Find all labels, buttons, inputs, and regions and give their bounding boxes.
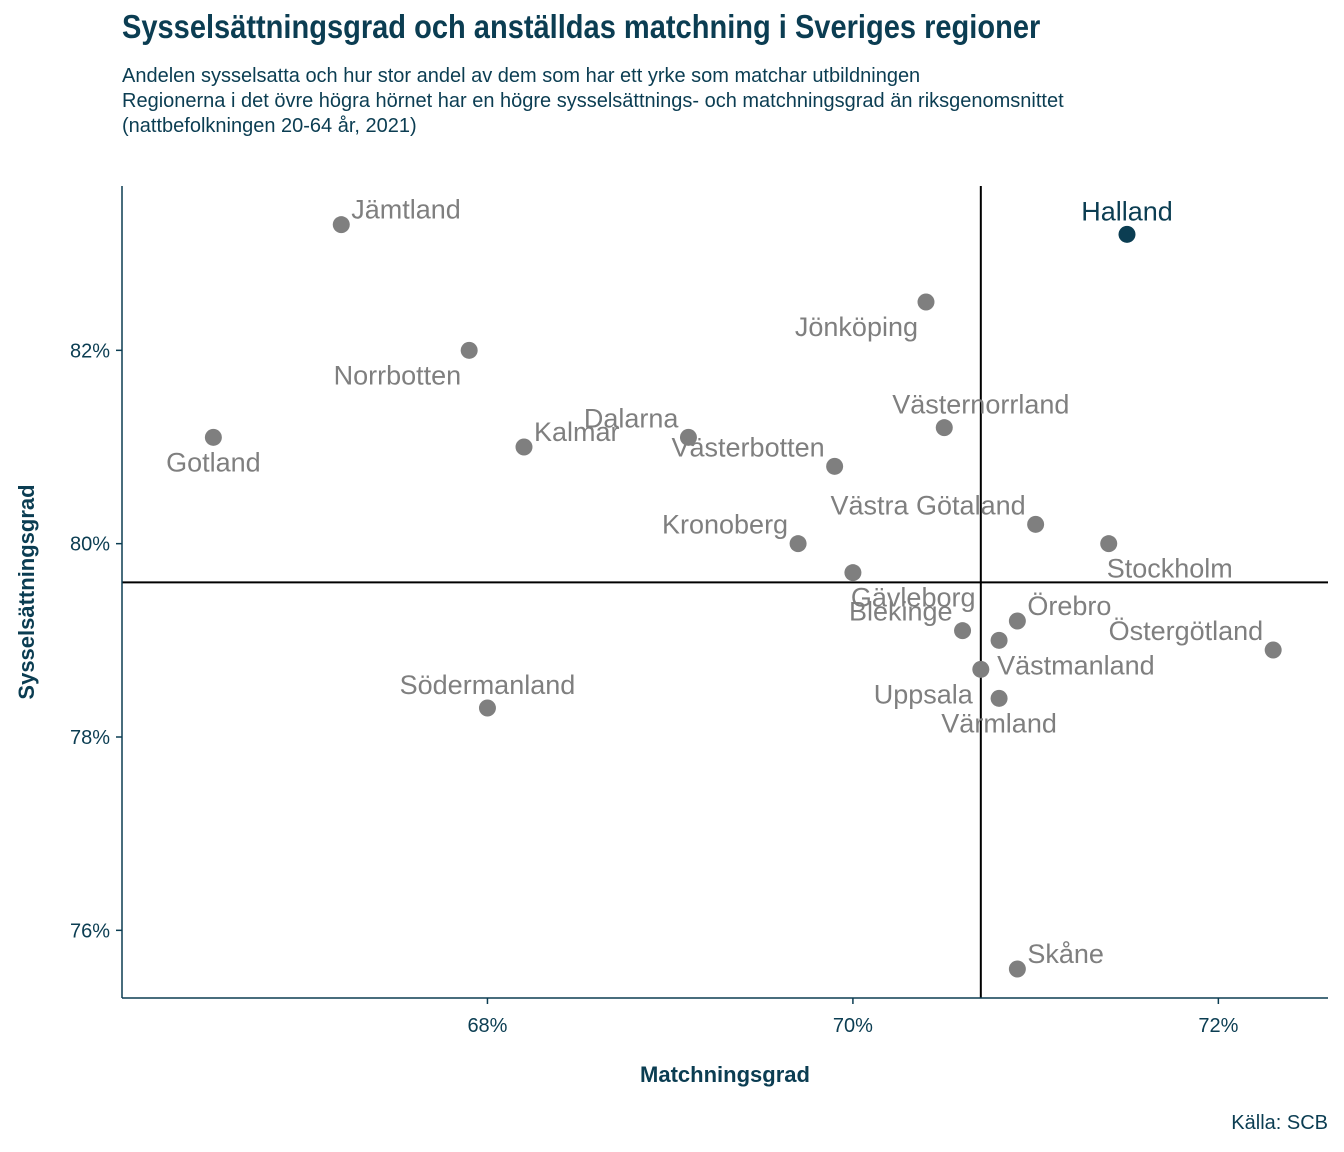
point-uppsala xyxy=(972,660,990,678)
source-note: Källa: SCB xyxy=(1231,1112,1328,1134)
point-halland xyxy=(1118,225,1136,243)
label-norrbotten: Norrbotten xyxy=(334,360,462,390)
point-norrbotten xyxy=(460,341,478,359)
label-gävleborg: Gävleborg xyxy=(851,583,976,613)
point-jämtland xyxy=(332,216,350,234)
label-västernorrland: Västernorrland xyxy=(892,390,1069,420)
label-blekinge: Blekinge xyxy=(849,597,953,627)
point-värmland xyxy=(990,689,1008,707)
label-örebro: Örebro xyxy=(1027,591,1111,621)
point-södermanland xyxy=(478,699,496,717)
point-labels: Jämtland Halland Jönköping Norrbotten Väster… xyxy=(166,195,1263,969)
point-stockholm xyxy=(1100,535,1118,553)
point-örebro xyxy=(1008,612,1026,630)
point-västernorrland xyxy=(935,419,953,437)
x-tick-label: 72% xyxy=(1198,1015,1238,1037)
label-dalarna: Dalarna xyxy=(584,403,680,433)
point-blekinge xyxy=(954,622,972,640)
axes: 68% 70% 72% 76% 78% 80% 82% xyxy=(70,186,1328,1037)
subtitle-line-3: (nattbefolkningen 20-64 år, 2021) xyxy=(122,115,417,137)
y-tick-label: 80% xyxy=(70,534,110,556)
point-jönköping xyxy=(917,293,935,311)
label-uppsala: Uppsala xyxy=(874,679,974,709)
x-tick-label: 70% xyxy=(833,1015,873,1037)
point-västmanland xyxy=(990,631,1008,649)
reference-lines xyxy=(122,186,1328,998)
point-västerbotten xyxy=(826,457,844,475)
label-gotland: Gotland xyxy=(166,447,261,477)
x-axis-title: Matchningsgrad xyxy=(640,1062,810,1087)
label-östergötland: Östergötland xyxy=(1109,616,1264,646)
data-points xyxy=(204,216,1282,978)
label-halland: Halland xyxy=(1081,196,1173,226)
point-östergötland xyxy=(1264,641,1282,659)
label-södermanland: Södermanland xyxy=(400,670,576,700)
point-kronoberg xyxy=(789,535,807,553)
subtitle-line-2: Regionerna i det övre högra hörnet har e… xyxy=(122,90,1064,112)
subtitle-line-1: Andelen sysselsatta och hur stor andel a… xyxy=(122,65,921,87)
point-västra-götaland xyxy=(1027,515,1045,533)
label-kalmar: Kalmar xyxy=(534,417,620,447)
label-stockholm: Stockholm xyxy=(1107,554,1233,584)
label-jämtland: Jämtland xyxy=(351,195,461,225)
label-västerbotten: Västerbotten xyxy=(672,432,825,462)
point-dalarna xyxy=(679,428,697,446)
chart-title: Sysselsättningsgrad och anställdas match… xyxy=(122,8,1041,45)
label-kronoberg: Kronoberg xyxy=(662,510,788,540)
label-värmland: Värmland xyxy=(941,708,1057,738)
point-gotland xyxy=(204,428,222,446)
label-västmanland: Västmanland xyxy=(997,650,1155,680)
point-gävleborg xyxy=(844,564,862,582)
y-tick-label: 76% xyxy=(70,920,110,942)
x-tick-label: 68% xyxy=(467,1015,507,1037)
y-tick-label: 78% xyxy=(70,727,110,749)
y-tick-label: 82% xyxy=(70,340,110,362)
y-axis-title: Sysselsättningsgrad xyxy=(14,484,39,699)
label-jönköping: Jönköping xyxy=(795,312,918,342)
label-västra-götaland: Västra Götaland xyxy=(831,490,1026,520)
point-kalmar xyxy=(515,438,533,456)
chart-subtitle: Andelen sysselsatta och hur stor andel a… xyxy=(122,64,1064,139)
point-skåne xyxy=(1008,960,1026,978)
label-skåne: Skåne xyxy=(1027,939,1104,969)
